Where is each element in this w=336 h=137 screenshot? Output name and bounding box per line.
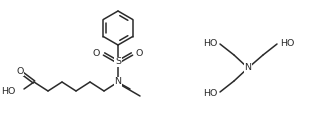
Text: N: N [245, 64, 252, 72]
Text: O: O [136, 49, 143, 58]
Text: S: S [115, 58, 121, 66]
Text: HO: HO [2, 86, 16, 95]
Text: HO: HO [203, 89, 217, 98]
Text: O: O [16, 66, 24, 75]
Text: O: O [93, 49, 100, 58]
Text: HO: HO [203, 38, 217, 48]
Text: N: N [115, 78, 122, 86]
Text: HO: HO [280, 38, 294, 48]
